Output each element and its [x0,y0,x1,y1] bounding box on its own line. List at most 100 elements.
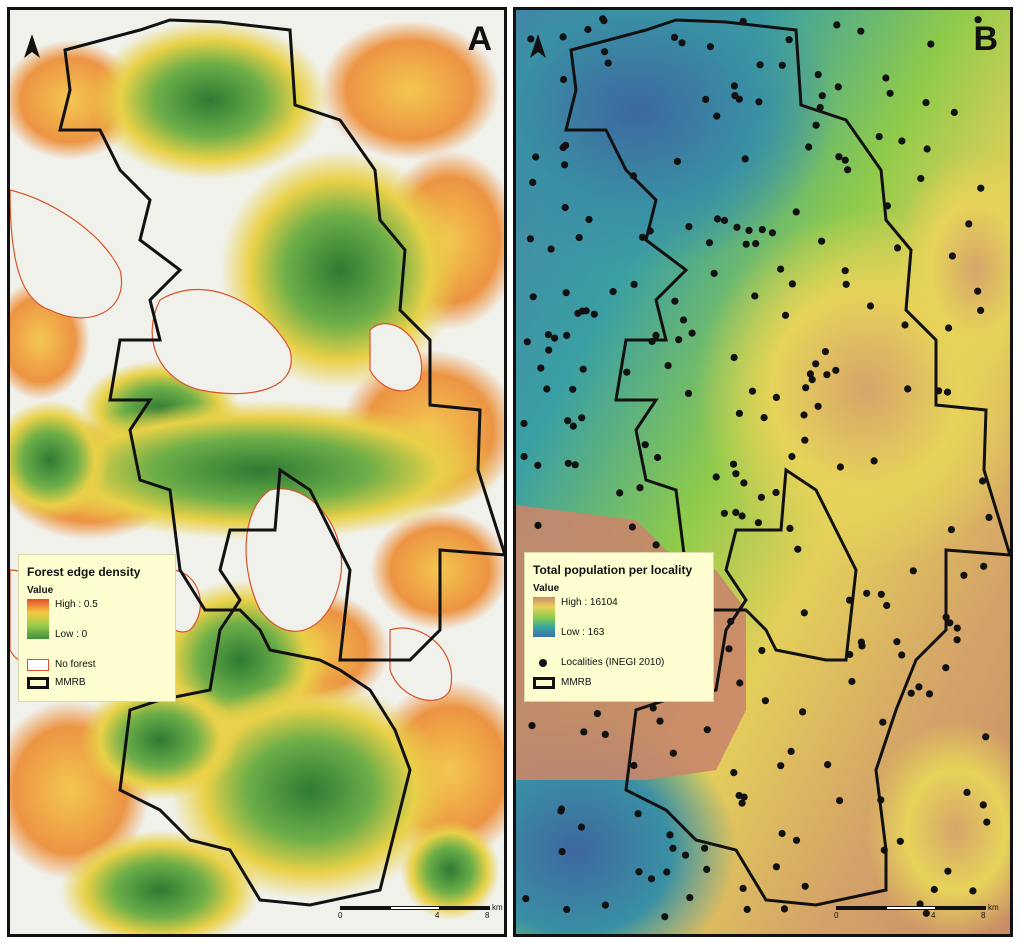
locality-point [904,385,912,393]
scale-tick: 4 [435,911,440,920]
locality-point [794,545,802,553]
locality-point [915,683,923,691]
locality-point [969,887,977,895]
locality-point [788,280,796,288]
locality-point [706,43,714,51]
locality-point [882,74,890,82]
locality-point [732,470,740,478]
locality-point [663,868,671,876]
map-panel-a: A Forest edge density Value High : 0.5 L… [7,7,507,937]
locality-point [561,203,569,212]
panel-letter: B [973,20,998,58]
locality-point [584,25,592,34]
locality-point [979,477,987,485]
locality-points [520,15,993,921]
locality-point [982,733,990,741]
locality-point [802,384,810,392]
locality-point [678,39,686,47]
locality-point [805,143,813,151]
locality-point [571,461,579,469]
locality-point [983,818,991,826]
locality-point [985,513,993,521]
locality-point [806,370,814,378]
locality-point [977,184,985,192]
scale-bar: 0 4 8 km [834,903,999,920]
locality-point [922,99,930,107]
legend-title: Total population per locality [533,563,693,577]
locality-point [883,202,891,210]
locality-point [800,609,808,617]
locality-point [896,837,904,845]
legend-title: Forest edge density [27,565,141,579]
locality-point [879,718,887,726]
locality-point [841,156,849,164]
locality-point [742,240,750,248]
locality-point [907,689,915,697]
locality-point [758,226,766,234]
locality-point [638,233,647,241]
locality-point [529,293,537,301]
locality-point [772,393,780,401]
locality-point [629,172,638,180]
locality-point [812,360,820,368]
locality-point [736,679,744,687]
locality-point [720,216,729,224]
locality-point [520,452,528,461]
locality-point [557,807,565,815]
locality-point [730,353,738,362]
locality-point [758,646,766,655]
locality-point [669,749,677,757]
locality-point [893,638,901,646]
locality-point [545,346,553,354]
map-panel-b: B Total population per locality Value Hi… [513,7,1013,937]
locality-point [559,33,567,41]
locality-point [752,240,760,248]
locality-point [733,223,741,231]
locality-point [824,761,832,769]
locality-point [529,178,537,186]
locality-point [833,21,841,29]
forest-edge-density-map [10,10,504,934]
locality-point [787,747,795,756]
locality-point [755,98,763,106]
legend-high-label: High : 0.5 [55,599,98,610]
locality-point [866,302,875,310]
locality-swatch [539,659,547,667]
scale-unit: km [988,903,999,912]
locality-point [781,311,790,319]
locality-point [801,436,809,444]
locality-point [974,287,982,295]
locality-point [946,619,954,627]
locality-point [801,882,809,890]
locality-point [679,316,688,324]
locality-point [713,112,721,120]
locality-point [670,33,679,41]
locality-point [727,617,735,626]
locality-point [703,865,711,874]
locality-point [942,613,950,621]
locality-point [569,385,577,393]
locality-point [898,651,906,659]
locality-point [522,895,530,903]
locality-point [646,227,654,235]
locality-point [942,664,950,672]
locality-point [601,730,609,739]
locality-point [604,59,612,67]
locality-point [732,508,740,517]
locality-point [585,215,593,224]
locality-point [883,601,891,610]
legend-value-heading: Value [27,585,54,596]
mmrb-boundary [58,18,504,907]
locality-point [974,16,982,24]
locality-point [761,697,769,705]
legend: Total population per locality Value High… [524,552,714,702]
locality-point [780,905,789,913]
locality-point [705,239,714,247]
locality-point [649,704,657,712]
locality-point [836,797,844,805]
locality-point [669,844,677,852]
scale-bar: 0 4 8 km [338,903,503,920]
locality-point [636,484,644,492]
mmrb-boundary [564,18,1010,907]
locality-point [537,364,545,372]
